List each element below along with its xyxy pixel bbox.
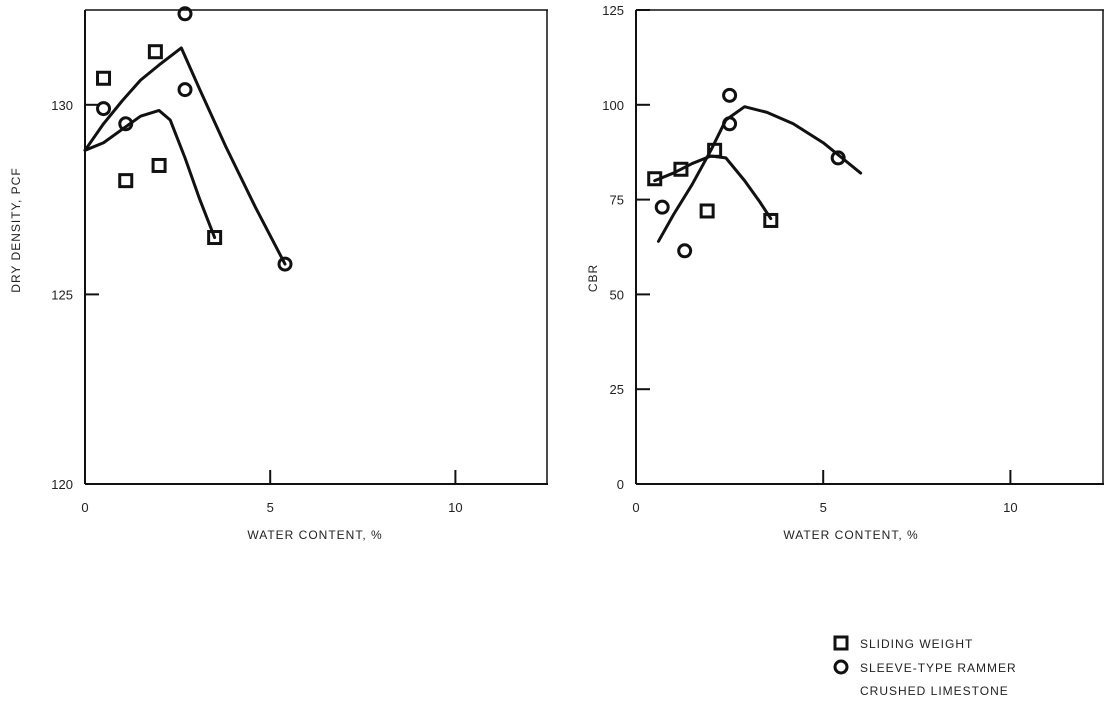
- legend: SLIDING WEIGHT SLEEVE-TYPE RAMMER CRUSHE…: [833, 635, 1017, 698]
- x-tick-label: 0: [81, 500, 88, 515]
- sleeve-type-rammer-point: [654, 199, 670, 215]
- sleeve-type-rammer-point: [118, 116, 134, 132]
- y-axis-title: DRY DENSITY, PCF: [9, 167, 23, 292]
- sleeve-type-rammer-point: [830, 150, 846, 166]
- y-tick-label: 0: [617, 477, 624, 492]
- y-tick-label: 130: [51, 98, 73, 113]
- sliding-weight-point: [118, 173, 134, 189]
- legend-square-marker: [833, 635, 849, 651]
- sleeve-type-rammer-point: [177, 6, 193, 22]
- sliding-weight-point: [647, 171, 663, 187]
- sliding-weight-point: [207, 230, 223, 246]
- legend-label-sleeve-type-rammer: SLEEVE-TYPE RAMMER: [860, 661, 1017, 675]
- sleeve-type-rammer-point: [722, 116, 738, 132]
- sliding-weight-point: [763, 212, 779, 228]
- y-tick-label: 25: [610, 382, 624, 397]
- sleeve-type-rammer-point: [722, 87, 738, 103]
- sleeve-type-rammer-curve: [656, 105, 863, 243]
- x-tick-label: 0: [632, 500, 639, 515]
- x-tick-label: 10: [1003, 500, 1017, 515]
- sliding-weight-point: [151, 157, 167, 173]
- sleeve-type-rammer-point: [177, 82, 193, 98]
- y-axis-title: CBR: [586, 264, 600, 292]
- sleeve-type-rammer-point: [277, 256, 293, 272]
- x-tick-label: 5: [820, 500, 827, 515]
- legend-label-sliding-weight: SLIDING WEIGHT: [860, 637, 973, 651]
- y-tick-label: 50: [610, 287, 624, 302]
- sleeve-type-rammer-point: [677, 243, 693, 259]
- y-tick-label: 100: [602, 98, 624, 113]
- y-tick-label: 75: [610, 193, 624, 208]
- dry-density-chart: 0 5 10 120 125 130 WATER CONTENT, % DRY DENSITY…: [9, 6, 548, 542]
- sliding-weight-curve: [83, 108, 217, 240]
- sliding-weight-point: [699, 203, 715, 219]
- y-tick-label: 120: [51, 477, 73, 492]
- y-tick-label: 125: [51, 287, 73, 302]
- legend-circle-marker: [833, 659, 849, 675]
- sleeve-type-rammer-point: [96, 101, 112, 117]
- sliding-weight-point: [96, 70, 112, 86]
- x-tick-label: 10: [448, 500, 462, 515]
- y-tick-label: 125: [602, 3, 624, 18]
- x-axis-title: WATER CONTENT, %: [247, 528, 382, 542]
- x-axis-title: WATER CONTENT, %: [783, 528, 918, 542]
- sliding-weight-point: [147, 44, 163, 60]
- x-tick-label: 5: [267, 500, 274, 515]
- sliding-weight-point: [673, 161, 689, 177]
- legend-caption: CRUSHED LIMESTONE: [860, 684, 1009, 698]
- sleeve-type-rammer-curve: [83, 46, 287, 266]
